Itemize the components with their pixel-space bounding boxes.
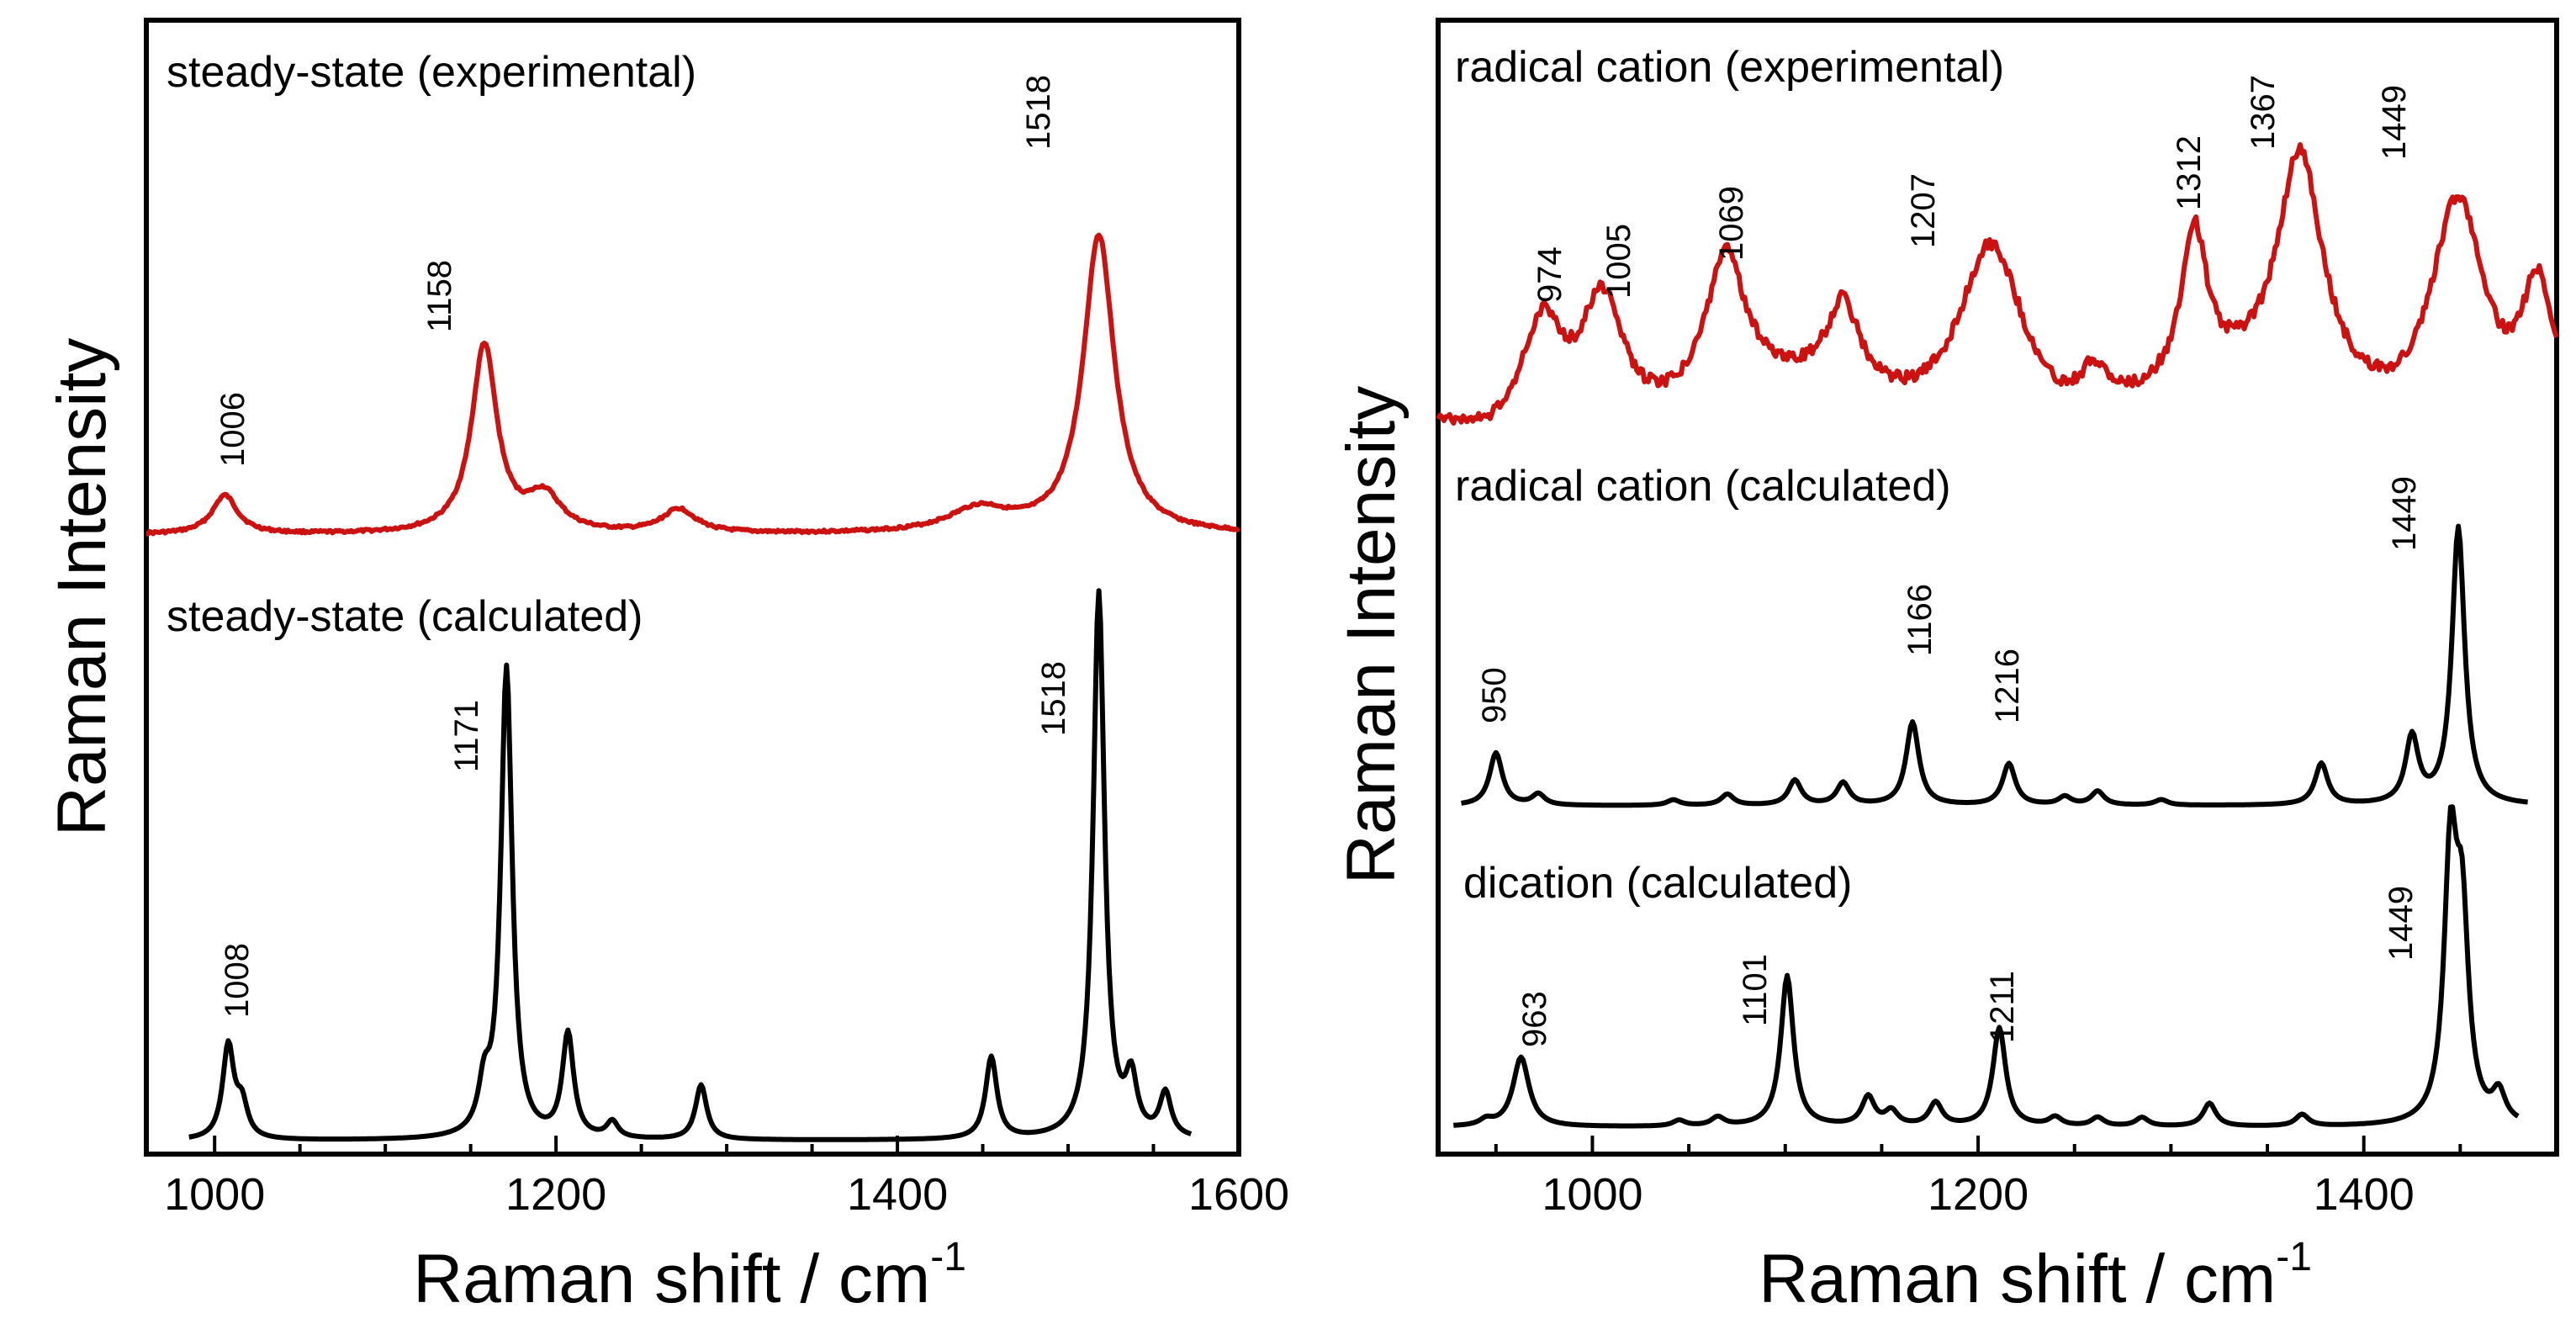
- left-y-axis-title: Raman Intensity: [44, 338, 120, 837]
- peak-label-1518-exp: 1518: [1020, 75, 1057, 150]
- peak-label-1449-rad-calc: 1449: [2386, 476, 2423, 551]
- x-tick-label-1200: 1200: [505, 1169, 606, 1220]
- left-trace-label-experimental: steady-state (experimental): [167, 48, 696, 97]
- left-trace-label-calculated: steady-state (calculated): [167, 592, 643, 641]
- right-series-dication-calculated-line: [1452, 804, 2520, 1129]
- right-x-ticks: 1000 1200 1400: [1494, 1136, 2558, 1220]
- left-panel: Raman Intensity Raman shift / cm-1 1000 1…: [44, 18, 1289, 1317]
- peak-label-1158: 1158: [421, 260, 458, 332]
- left-series-experimental-line: [145, 232, 1241, 537]
- right-series-radical-calculated-line: [1460, 523, 2529, 808]
- x-tick-label-1400: 1400: [2314, 1169, 2415, 1220]
- right-panel: Raman Intensity Raman shift / cm-1 1000 1…: [1333, 18, 2559, 1317]
- peak-label-1101: 1101: [1737, 954, 1774, 1026]
- right-trace-label-dication-calc: dication (calculated): [1463, 859, 1852, 908]
- left-plot-frame: [144, 18, 1241, 1157]
- peak-label-1312: 1312: [2171, 135, 2208, 210]
- peak-label-1006: 1006: [214, 392, 251, 467]
- x-tick-label-1000: 1000: [1542, 1169, 1642, 1220]
- right-series-radical-experimental-line: [1436, 142, 2559, 426]
- peak-label-1005: 1005: [1600, 224, 1637, 299]
- peak-label-1171: 1171: [448, 700, 485, 772]
- left-x-ticks: 1000 1200 1400 1600: [164, 1136, 1289, 1220]
- peak-label-1166: 1166: [1902, 584, 1939, 656]
- left-series-calculated-line: [188, 588, 1193, 1142]
- x-tick-label-1600: 1600: [1188, 1169, 1289, 1220]
- right-trace-label-radical-calc: radical cation (calculated): [1455, 462, 1951, 511]
- peak-label-950: 950: [1476, 667, 1513, 723]
- peak-label-1449-rad-exp: 1449: [2376, 85, 2413, 160]
- x-tick-label-1400: 1400: [847, 1169, 948, 1220]
- peak-label-1216: 1216: [1989, 649, 2026, 723]
- peak-label-974: 974: [1531, 246, 1568, 303]
- left-x-axis-title: Raman shift / cm-1: [413, 1235, 966, 1317]
- right-y-axis-title: Raman Intensity: [1333, 386, 1410, 885]
- peak-label-1367: 1367: [2245, 75, 2282, 150]
- right-plot-frame: [1436, 18, 2559, 1157]
- peak-label-1211: 1211: [1984, 971, 2021, 1043]
- peak-label-1207: 1207: [1905, 173, 1942, 248]
- peak-label-1008: 1008: [219, 943, 256, 1018]
- peak-label-1518-calc: 1518: [1035, 661, 1072, 736]
- right-trace-label-radical-exp: radical cation (experimental): [1455, 43, 2004, 92]
- peak-label-1449-dication: 1449: [2383, 886, 2420, 961]
- peak-label-963: 963: [1516, 991, 1553, 1047]
- peak-label-1069: 1069: [1713, 186, 1750, 261]
- x-tick-label-1000: 1000: [164, 1169, 265, 1220]
- x-tick-label-1200: 1200: [1928, 1169, 2029, 1220]
- right-x-axis-title: Raman shift / cm-1: [1759, 1235, 2312, 1317]
